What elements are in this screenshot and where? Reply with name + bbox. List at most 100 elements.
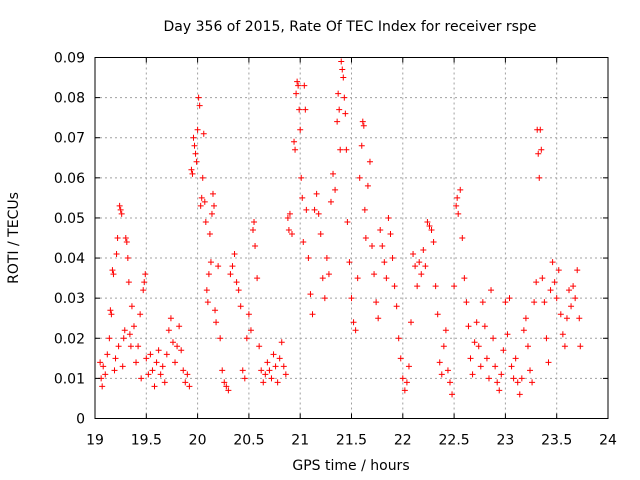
data-point (494, 379, 501, 386)
data-point (577, 343, 584, 350)
data-point (309, 311, 316, 318)
data-point (186, 383, 193, 390)
data-point (303, 206, 310, 213)
y-tick-label: 0.08 (54, 91, 85, 107)
data-point (235, 287, 242, 294)
data-point (389, 255, 396, 262)
data-point (393, 303, 400, 310)
data-point (297, 126, 304, 133)
data-point (163, 351, 170, 358)
data-point (465, 323, 472, 330)
data-point (340, 74, 347, 81)
data-point (213, 319, 220, 326)
data-point (339, 66, 346, 73)
data-point (568, 303, 575, 310)
data-point (325, 271, 332, 278)
data-point (223, 383, 230, 390)
data-point (463, 299, 470, 306)
data-point (104, 351, 111, 358)
data-point (538, 146, 545, 153)
data-point (174, 343, 181, 350)
data-point (258, 367, 265, 374)
data-point (123, 239, 130, 246)
data-point (112, 355, 119, 362)
data-point (563, 315, 570, 322)
data-point (414, 283, 421, 290)
data-point (430, 239, 437, 246)
data-point (377, 226, 384, 233)
data-point (356, 174, 363, 181)
data-point (142, 271, 149, 278)
data-point (533, 279, 540, 286)
data-point (334, 118, 341, 125)
data-point (296, 106, 303, 113)
data-point (252, 243, 259, 250)
data-point (205, 271, 212, 278)
data-point (510, 375, 517, 382)
axis-ticks (94, 57, 609, 419)
data-point (420, 247, 427, 254)
data-point (461, 275, 468, 282)
data-point (341, 94, 348, 101)
data-point (358, 142, 365, 149)
data-point (335, 90, 342, 97)
data-point (485, 375, 492, 382)
data-point (512, 355, 519, 362)
data-point (481, 323, 488, 330)
data-point (496, 387, 503, 394)
data-point (438, 371, 445, 378)
data-point (346, 259, 353, 266)
data-point (440, 343, 447, 350)
data-point (198, 194, 205, 201)
data-point (118, 210, 125, 217)
data-point (133, 359, 140, 366)
data-point (100, 363, 107, 370)
data-point (237, 303, 244, 310)
data-point (570, 283, 577, 290)
data-point (196, 102, 203, 109)
x-tick-label: 23 (496, 433, 514, 449)
data-point (119, 363, 126, 370)
data-point (124, 255, 131, 262)
data-point (330, 170, 337, 177)
y-axis-label: ROTI / TECUs (6, 192, 22, 284)
data-point (229, 263, 236, 270)
data-point (209, 190, 216, 197)
data-point (202, 218, 209, 225)
data-point (313, 190, 320, 197)
data-point (364, 182, 371, 189)
data-point (200, 130, 207, 137)
data-point (239, 367, 246, 374)
data-point (122, 235, 129, 241)
data-point (135, 343, 142, 350)
data-point (189, 170, 196, 177)
data-point (274, 379, 281, 386)
data-point (159, 363, 166, 370)
data-point (514, 379, 521, 386)
y-tick-label: 0 (76, 412, 85, 428)
data-point (401, 387, 408, 394)
data-point (167, 315, 174, 322)
data-point (557, 311, 564, 318)
data-point (128, 303, 135, 310)
data-point (352, 327, 359, 334)
data-point (282, 371, 289, 378)
data-point (536, 174, 543, 181)
data-point (321, 295, 328, 302)
x-tick-label: 20 (189, 433, 207, 449)
data-point (264, 359, 271, 366)
data-point (383, 275, 390, 282)
data-point (361, 206, 368, 213)
data-point (459, 235, 466, 241)
data-point (137, 311, 144, 318)
data-point (416, 259, 423, 266)
data-point (506, 295, 513, 302)
data-point (527, 367, 534, 374)
data-point (294, 78, 301, 85)
data-point (204, 299, 211, 306)
data-point (359, 118, 366, 125)
data-point (120, 335, 127, 342)
data-point (574, 267, 581, 274)
data-point (260, 379, 267, 386)
data-point (354, 275, 361, 282)
